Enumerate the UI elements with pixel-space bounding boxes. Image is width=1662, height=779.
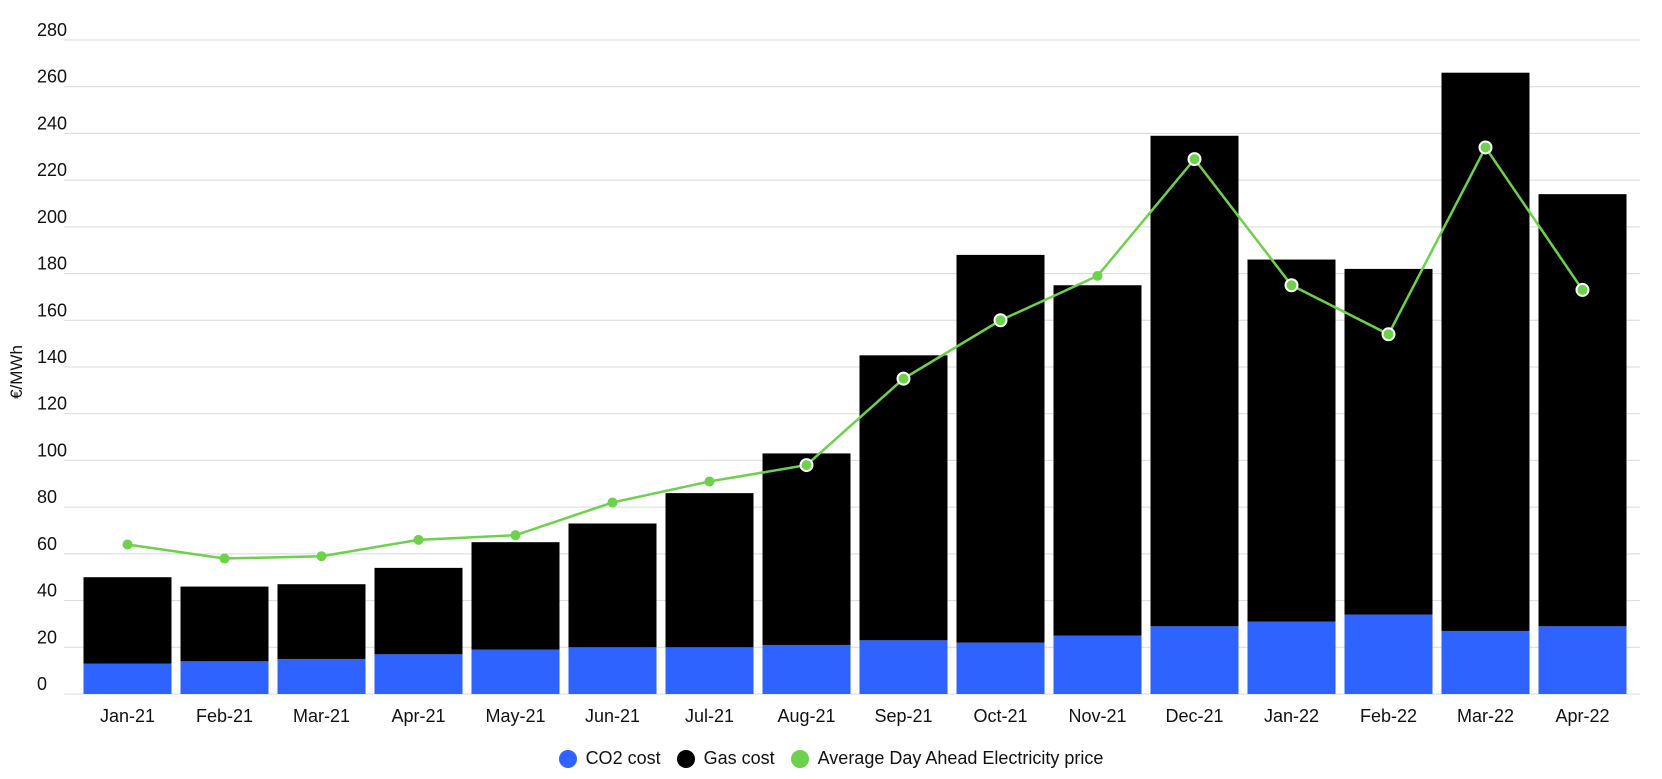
legend: CO2 cost Gas cost Average Day Ahead Elec…	[0, 748, 1662, 769]
y-tick-label-40: 40	[37, 581, 57, 601]
bar-gas-Mar-22	[1442, 73, 1530, 631]
y-tick-label-140: 140	[37, 347, 67, 367]
bar-co2-Apr-21	[375, 654, 463, 694]
x-tick-label-Oct-21: Oct-21	[973, 706, 1027, 726]
bar-gas-May-21	[472, 542, 560, 649]
bar-gas-Dec-21	[1151, 136, 1239, 627]
y-tick-labels: 0 20 40 60 80 100 120 140 160 180 200 220 240 260 280	[37, 20, 67, 694]
bar-co2-Feb-22	[1345, 615, 1433, 694]
legend-swatch-price	[791, 750, 809, 768]
y-tick-label-180: 180	[37, 254, 67, 274]
legend-item-price[interactable]: Average Day Ahead Electricity price	[791, 748, 1104, 769]
bar-gas-Jan-22	[1248, 260, 1336, 622]
bar-co2-Jan-22	[1248, 622, 1336, 694]
price-point-Apr-21	[414, 535, 424, 545]
x-tick-label-Apr-22: Apr-22	[1555, 706, 1609, 726]
x-tick-labels: Jan-21 Feb-21 Mar-21 Apr-21 May-21 Jun-21 Jul-…	[100, 706, 1610, 726]
y-tick-label-100: 100	[37, 440, 67, 460]
bar-co2-Jan-21	[84, 664, 172, 694]
bar-co2-Jul-21	[666, 647, 754, 694]
x-tick-label-Apr-21: Apr-21	[391, 706, 445, 726]
bar-co2-Aug-21	[763, 645, 851, 694]
x-tick-label-Jan-22: Jan-22	[1264, 706, 1319, 726]
y-axis-title: €/MWh	[7, 345, 26, 399]
price-point-Sep-21	[898, 373, 910, 385]
legend-item-gas[interactable]: Gas cost	[677, 748, 775, 769]
price-point-Jul-21	[705, 476, 715, 486]
y-tick-label-120: 120	[37, 394, 67, 414]
bar-gas-Apr-21	[375, 568, 463, 654]
bar-co2-Feb-21	[181, 661, 269, 694]
y-tick-label-280: 280	[37, 20, 67, 40]
x-tick-label-Sep-21: Sep-21	[874, 706, 932, 726]
bar-gas-Apr-22	[1539, 194, 1627, 626]
bar-gas-Nov-21	[1054, 285, 1142, 635]
price-point-May-21	[511, 530, 521, 540]
y-tick-label-240: 240	[37, 113, 67, 133]
bar-co2-Apr-22	[1539, 626, 1627, 694]
x-tick-label-Jun-21: Jun-21	[585, 706, 640, 726]
bar-gas-Oct-21	[957, 255, 1045, 643]
price-point-Feb-22	[1383, 328, 1395, 340]
price-point-Feb-21	[220, 554, 230, 564]
bar-co2-Jun-21	[569, 647, 657, 694]
x-tick-label-Jul-21: Jul-21	[685, 706, 734, 726]
bar-gas-Jan-21	[84, 577, 172, 663]
bar-gas-Aug-21	[763, 453, 851, 645]
price-point-Mar-22	[1480, 141, 1492, 153]
y-tick-label-160: 160	[37, 300, 67, 320]
bar-co2-Oct-21	[957, 643, 1045, 694]
legend-label-price: Average Day Ahead Electricity price	[818, 748, 1104, 769]
bar-co2-Mar-22	[1442, 631, 1530, 694]
legend-label-gas: Gas cost	[704, 748, 775, 769]
bar-co2-Dec-21	[1151, 626, 1239, 694]
bar-gas-Feb-21	[181, 587, 269, 662]
bar-co2-Mar-21	[278, 659, 366, 694]
x-tick-label-Mar-22: Mar-22	[1457, 706, 1514, 726]
legend-label-co2: CO2 cost	[586, 748, 661, 769]
bar-gas-Jul-21	[666, 493, 754, 647]
bar-co2-May-21	[472, 650, 560, 694]
bar-gas-Jun-21	[569, 523, 657, 647]
x-tick-label-Nov-21: Nov-21	[1068, 706, 1126, 726]
bar-gas-Mar-21	[278, 584, 366, 659]
x-tick-label-Mar-21: Mar-21	[293, 706, 350, 726]
y-tick-label-20: 20	[37, 627, 57, 647]
bar-co2-Nov-21	[1054, 636, 1142, 694]
x-tick-label-Jan-21: Jan-21	[100, 706, 155, 726]
price-point-Jan-22	[1286, 279, 1298, 291]
price-point-Oct-21	[995, 314, 1007, 326]
legend-swatch-co2	[559, 750, 577, 768]
x-tick-label-Feb-22: Feb-22	[1360, 706, 1417, 726]
price-point-Apr-22	[1577, 284, 1589, 296]
y-tick-label-60: 60	[37, 534, 57, 554]
price-point-Dec-21	[1189, 153, 1201, 165]
bar-gas-Feb-22	[1345, 269, 1433, 615]
bar-co2-Sep-21	[860, 640, 948, 694]
x-tick-label-Dec-21: Dec-21	[1165, 706, 1223, 726]
legend-swatch-gas	[677, 750, 695, 768]
price-point-Mar-21	[317, 551, 327, 561]
y-tick-label-260: 260	[37, 67, 67, 87]
price-point-Aug-21	[801, 459, 813, 471]
price-point-Jun-21	[608, 497, 618, 507]
bar-gas-Sep-21	[860, 355, 948, 640]
chart-svg: 020406080100120140160180200220240260280 …	[0, 0, 1662, 740]
price-point-Jan-21	[123, 540, 133, 550]
x-tick-label-Aug-21: Aug-21	[777, 706, 835, 726]
y-tick-label-80: 80	[37, 487, 57, 507]
price-point-Nov-21	[1093, 271, 1103, 281]
x-tick-label-May-21: May-21	[485, 706, 545, 726]
legend-item-co2[interactable]: CO2 cost	[559, 748, 661, 769]
x-tick-label-Feb-21: Feb-21	[196, 706, 253, 726]
y-tick-label-220: 220	[37, 160, 67, 180]
y-tick-label-0: 0	[37, 674, 47, 694]
y-tick-label-200: 200	[37, 207, 67, 227]
